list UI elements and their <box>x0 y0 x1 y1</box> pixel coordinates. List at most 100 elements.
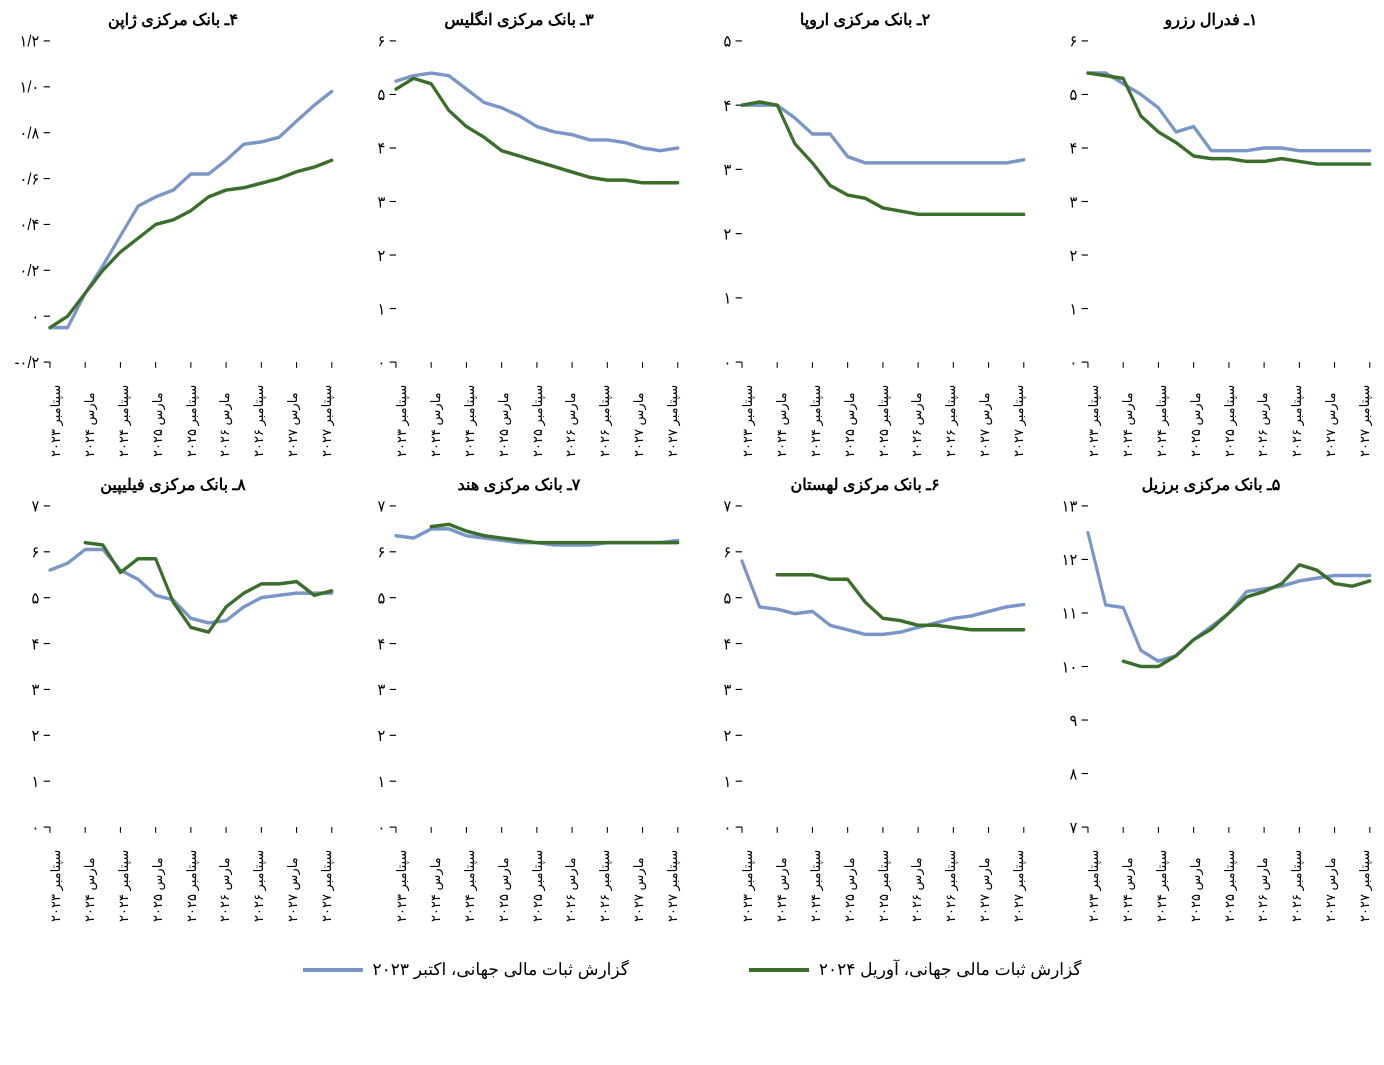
x-tick-label: سپتامبر ۲۰۲۳ <box>1086 834 1101 924</box>
svg-text:۱۲: ۱۲ <box>1062 552 1078 570</box>
svg-text:۴: ۴ <box>724 636 732 654</box>
x-tick-label: سپتامبر ۲۰۲۴ <box>1154 834 1169 924</box>
panel-philippines: ۸ـ بانک مرکزی فیلیپین۰۱۲۳۴۵۶۷سپتامبر ۲۰۲… <box>10 475 336 930</box>
svg-text:۵: ۵ <box>32 590 40 608</box>
svg-text:۲: ۲ <box>724 727 732 745</box>
x-tick-label: مارس ۲۰۲۴ <box>82 834 97 924</box>
x-tick-label: مارس ۲۰۲۴ <box>1120 834 1135 924</box>
x-tick-label: سپتامبر ۲۰۲۵ <box>184 834 199 924</box>
x-tick-label: مارس ۲۰۲۷ <box>631 834 646 924</box>
panel-ecb: ۲ـ بانک مرکزی اروپا۰۱۲۳۴۵سپتامبر ۲۰۲۳مار… <box>702 10 1028 465</box>
chart-area: ۷۸۹۱۰۱۱۱۲۱۳ <box>1048 499 1374 834</box>
svg-text:۶: ۶ <box>32 544 40 562</box>
svg-text:۱/۰: ۱/۰ <box>20 79 40 97</box>
x-tick-label: مارس ۲۰۲۶ <box>217 369 232 459</box>
x-tick-label: مارس ۲۰۲۷ <box>1323 834 1338 924</box>
chart-area: -۰/۲۰۰/۲۰/۴۰/۶۰/۸۱/۰۱/۲ <box>10 34 336 369</box>
x-tick-label: مارس ۲۰۲۶ <box>563 834 578 924</box>
svg-text:۱: ۱ <box>378 301 386 319</box>
panel-title: ۲ـ بانک مرکزی اروپا <box>702 10 1028 30</box>
legend-item-series1: گزارش ثبات مالی جهانی، آوریل ۲۰۲۴ <box>749 960 1082 980</box>
x-tick-label: مارس ۲۰۲۴ <box>428 834 443 924</box>
x-tick-label: سپتامبر ۲۰۲۷ <box>319 834 334 924</box>
x-tick-label: مارس ۲۰۲۶ <box>563 369 578 459</box>
panel-title: ۱ـ فدرال رزرو <box>1048 10 1374 30</box>
x-tick-label: سپتامبر ۲۰۲۳ <box>48 369 63 459</box>
panel-poland: ۶ـ بانک مرکزی لهستان۰۱۲۳۴۵۶۷سپتامبر ۲۰۲۳… <box>702 475 1028 930</box>
legend-label-series1: گزارش ثبات مالی جهانی، آوریل ۲۰۲۴ <box>819 960 1082 980</box>
svg-text:۱: ۱ <box>724 773 732 791</box>
panel-title: ۵ـ بانک مرکزی برزیل <box>1048 475 1374 495</box>
x-tick-label: مارس ۲۰۲۷ <box>631 369 646 459</box>
svg-text:۶: ۶ <box>378 33 386 51</box>
x-tick-label: سپتامبر ۲۰۲۳ <box>1086 369 1101 459</box>
svg-text:۱: ۱ <box>32 773 40 791</box>
svg-text:۹: ۹ <box>1070 712 1078 730</box>
svg-text:۸: ۸ <box>1070 766 1078 784</box>
x-tick-label: سپتامبر ۲۰۲۶ <box>597 369 612 459</box>
x-tick-label: مارس ۲۰۲۵ <box>496 834 511 924</box>
x-axis-labels: سپتامبر ۲۰۲۳مارس ۲۰۲۴سپتامبر ۲۰۲۴مارس ۲۰… <box>356 369 682 459</box>
x-axis-labels: سپتامبر ۲۰۲۳مارس ۲۰۲۴سپتامبر ۲۰۲۴مارس ۲۰… <box>10 834 336 924</box>
svg-text:۴: ۴ <box>1070 140 1078 158</box>
x-tick-label: مارس ۲۰۲۷ <box>285 834 300 924</box>
legend-label-series2: گزارش ثبات مالی جهانی، اکتبر ۲۰۲۳ <box>373 960 629 980</box>
x-tick-label: سپتامبر ۲۰۲۳ <box>48 834 63 924</box>
x-tick-label: مارس ۲۰۲۶ <box>1255 834 1270 924</box>
panel-boj: ۴ـ بانک مرکزی ژاپن-۰/۲۰۰/۲۰/۴۰/۶۰/۸۱/۰۱/… <box>10 10 336 465</box>
x-tick-label: مارس ۲۰۲۶ <box>1255 369 1270 459</box>
x-tick-label: مارس ۲۰۲۴ <box>1120 369 1135 459</box>
x-axis-labels: سپتامبر ۲۰۲۳مارس ۲۰۲۴سپتامبر ۲۰۲۴مارس ۲۰… <box>702 369 1028 459</box>
x-tick-label: مارس ۲۰۲۴ <box>774 834 789 924</box>
panel-title: ۳ـ بانک مرکزی انگلیس <box>356 10 682 30</box>
svg-text:۷: ۷ <box>724 498 732 516</box>
svg-text:۰: ۰ <box>32 819 40 837</box>
svg-text:۰/۸: ۰/۸ <box>20 125 40 143</box>
x-tick-label: سپتامبر ۲۰۲۶ <box>1289 369 1304 459</box>
svg-text:۳: ۳ <box>32 682 40 700</box>
x-axis-labels: سپتامبر ۲۰۲۳ مارس ۲۰۲۴ سپتامبر ۲۰۲۴ مارس ۲۰… <box>10 369 336 459</box>
x-tick-label: سپتامبر ۲۰۲۶ <box>597 834 612 924</box>
legend: گزارش ثبات مالی جهانی، آوریل ۲۰۲۴ گزارش … <box>10 960 1374 980</box>
svg-text:۳: ۳ <box>724 162 732 180</box>
svg-text:۱: ۱ <box>724 290 732 308</box>
svg-text:۰: ۰ <box>32 308 40 326</box>
svg-text:۰/۶: ۰/۶ <box>20 171 40 189</box>
x-tick-label: سپتامبر ۲۰۲۳ <box>394 369 409 459</box>
x-tick-label: سپتامبر ۲۰۲۶ <box>1289 834 1304 924</box>
x-tick-label: مارس ۲۰۲۴ <box>82 369 97 459</box>
svg-text:۰: ۰ <box>724 819 732 837</box>
svg-text:۳: ۳ <box>378 682 386 700</box>
x-tick-label: مارس ۲۰۲۵ <box>496 369 511 459</box>
svg-text:۳: ۳ <box>1070 194 1078 212</box>
x-tick-label: سپتامبر ۲۰۲۴ <box>116 369 131 459</box>
x-tick-label: مارس ۲۰۲۵ <box>1188 834 1203 924</box>
chart-area: ۰۱۲۳۴۵ <box>702 34 1028 369</box>
x-tick-label: مارس ۲۰۲۴ <box>774 369 789 459</box>
panel-india: ۷ـ بانک مرکزی هند۰۱۲۳۴۵۶۷سپتامبر ۲۰۲۳مار… <box>356 475 682 930</box>
panel-boe: ۳ـ بانک مرکزی انگلیس۰۱۲۳۴۵۶سپتامبر ۲۰۲۳م… <box>356 10 682 465</box>
chart-area: ۰۱۲۳۴۵۶ <box>356 34 682 369</box>
x-tick-label: مارس ۲۰۲۷ <box>977 369 992 459</box>
svg-text:۲: ۲ <box>1070 247 1078 265</box>
x-tick-label: سپتامبر ۲۰۲۵ <box>876 834 891 924</box>
svg-text:۰: ۰ <box>1070 354 1078 372</box>
x-tick-label: سپتامبر ۲۰۲۷ <box>1011 369 1026 459</box>
x-tick-label: سپتامبر ۲۰۲۴ <box>808 369 823 459</box>
panel-title: ۸ـ بانک مرکزی فیلیپین <box>10 475 336 495</box>
svg-text:۵: ۵ <box>378 590 386 608</box>
svg-text:۵: ۵ <box>724 590 732 608</box>
x-tick-label: سپتامبر ۲۰۲۵ <box>530 369 545 459</box>
x-tick-label: سپتامبر ۲۰۲۶ <box>251 369 266 459</box>
svg-text:۰: ۰ <box>724 354 732 372</box>
x-tick-label: سپتامبر ۲۰۲۴ <box>808 834 823 924</box>
x-tick-label: سپتامبر ۲۰۲۵ <box>184 369 199 459</box>
x-axis-labels: سپتامبر ۲۰۲۳مارس ۲۰۲۴سپتامبر ۲۰۲۴مارس ۲۰… <box>1048 369 1374 459</box>
x-tick-label: مارس ۲۰۲۶ <box>217 834 232 924</box>
chart-area: ۰۱۲۳۴۵۶۷ <box>356 499 682 834</box>
svg-text:۳: ۳ <box>724 682 732 700</box>
svg-text:۱۱: ۱۱ <box>1062 605 1078 623</box>
chart-area: ۰۱۲۳۴۵۶۷ <box>702 499 1028 834</box>
svg-text:۲: ۲ <box>378 727 386 745</box>
x-tick-label: سپتامبر ۲۰۲۷ <box>319 369 334 459</box>
